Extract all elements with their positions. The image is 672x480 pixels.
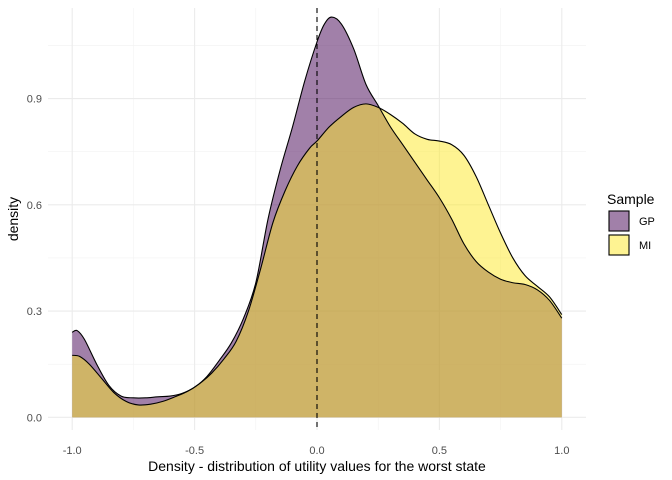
x-axis-ticks: -1.0 -0.5 0.0 0.5 1.0 <box>63 445 570 457</box>
x-tick-label: 0.5 <box>432 445 447 457</box>
x-tick-label: -0.5 <box>185 445 204 457</box>
density-line-gp <box>71 16 563 399</box>
x-tick-label: -1.0 <box>63 445 82 457</box>
legend-label-gp: GP <box>639 216 655 228</box>
legend-title: Sample <box>607 191 655 207</box>
y-tick-label: 0.9 <box>27 94 42 106</box>
y-tick-label: 0.0 <box>27 412 42 424</box>
y-axis-title: density <box>5 197 21 241</box>
x-axis-title: Density - distribution of utility values… <box>148 458 486 474</box>
y-axis-ticks: 0.0 0.3 0.6 0.9 <box>27 94 42 425</box>
legend-label-mi: MI <box>639 240 651 252</box>
y-tick-label: 0.6 <box>27 200 42 212</box>
density-line-mi <box>72 103 563 406</box>
legend-key-gp <box>608 210 630 232</box>
legend: Sample GP MI <box>607 191 655 256</box>
x-tick-label: 0.0 <box>309 445 324 457</box>
legend-key-mi <box>608 234 630 256</box>
x-tick-label: 1.0 <box>554 445 569 457</box>
y-tick-label: 0.3 <box>27 306 42 318</box>
